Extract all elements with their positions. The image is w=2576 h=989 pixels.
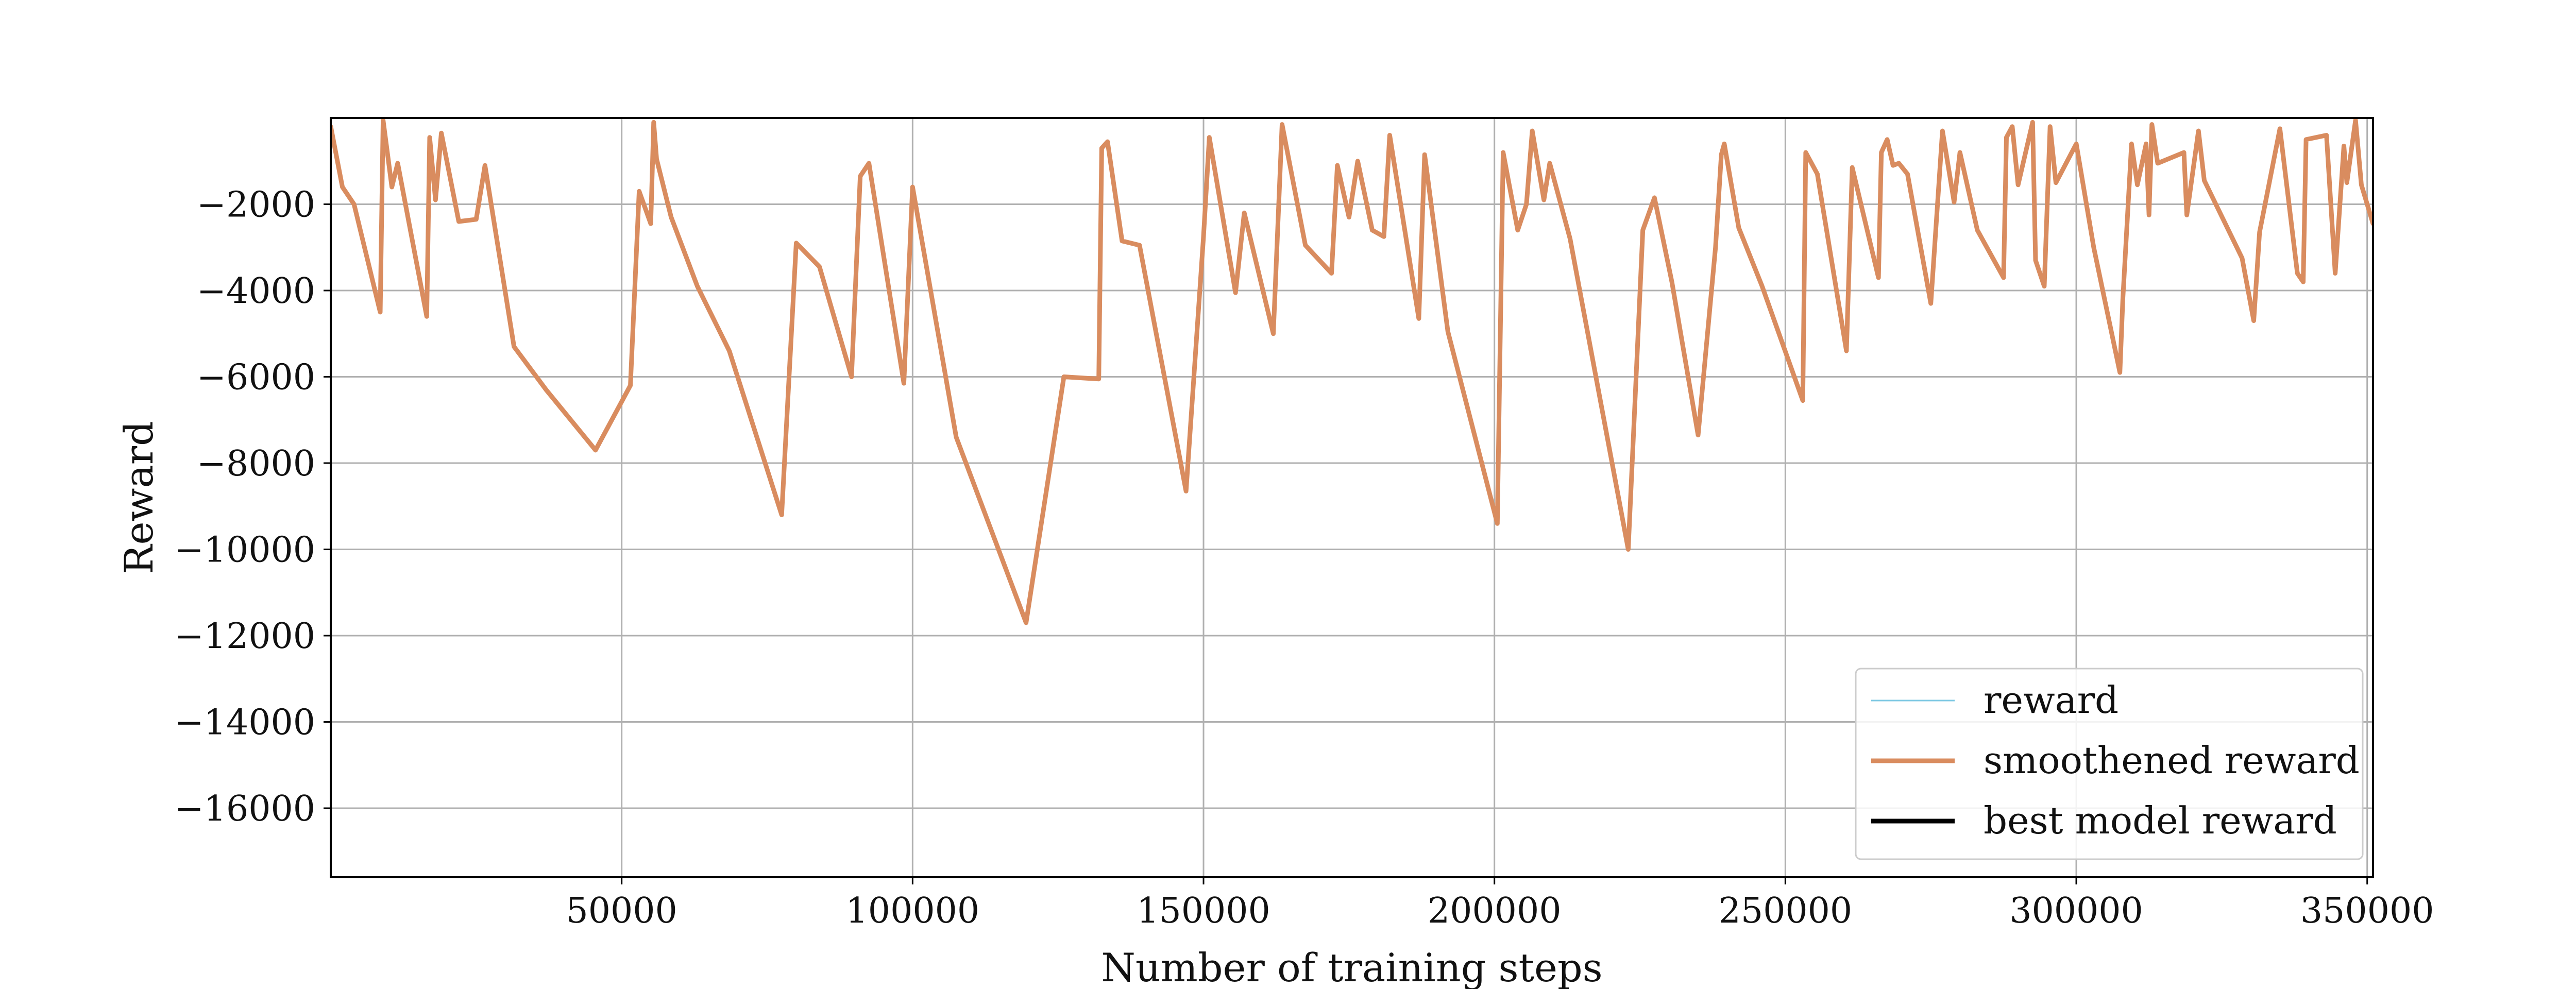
y-tick-label: −8000 [197, 444, 315, 484]
y-tick-label: −10000 [175, 530, 315, 571]
y-tick-labels: −2000 −4000 −6000 −8000 −10000 −12000 −14000 −1… [175, 185, 315, 830]
x-tick-label: 50000 [566, 891, 677, 931]
x-tick-labels: 50000 100000 150000 200000 250000 300000 35000… [566, 891, 2434, 931]
series-layer [331, 118, 2373, 625]
y-axis-title: Reward [116, 421, 162, 574]
tick-marks [324, 203, 2368, 884]
legend-label: best model reward [1984, 799, 2337, 842]
x-tick-label: 100000 [846, 891, 980, 931]
y-tick-label: −16000 [175, 789, 315, 829]
y-tick-label: −14000 [175, 703, 315, 743]
x-axis-title: Number of training steps [1101, 945, 1602, 989]
series-line-smoothened-reward [331, 118, 2373, 625]
y-tick-label: −2000 [197, 185, 315, 226]
legend-label: reward [1984, 678, 2119, 722]
legend: reward smoothened reward best model reward [1855, 668, 2364, 860]
y-tick-label: −6000 [197, 357, 315, 398]
x-tick-label: 300000 [2009, 891, 2143, 931]
plot-frame [330, 117, 2374, 878]
y-tick-label: −12000 [175, 616, 315, 657]
x-tick-label: 250000 [1719, 891, 1853, 931]
legend-box [1855, 668, 2364, 860]
x-tick-label: 350000 [2300, 891, 2434, 931]
legend-label: smoothened reward [1984, 739, 2360, 782]
y-tick-label: −4000 [197, 271, 315, 312]
x-tick-label: 200000 [1428, 891, 1562, 931]
x-tick-label: 150000 [1137, 891, 1270, 931]
